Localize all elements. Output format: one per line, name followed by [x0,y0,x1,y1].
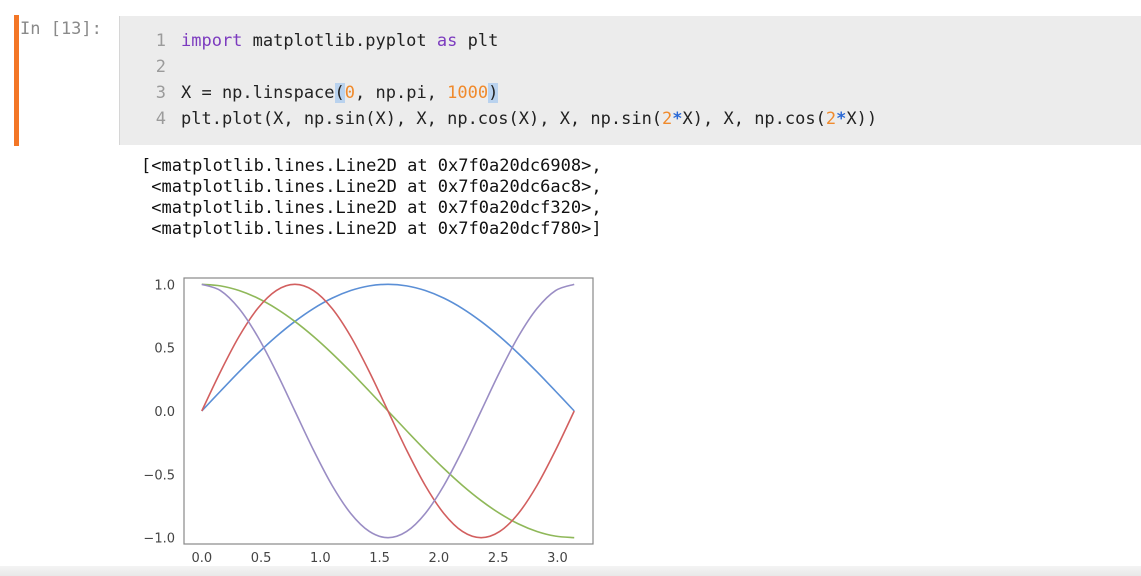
output-line: [<matplotlib.lines.Line2D at 0x7f0a20dc6… [141,156,602,176]
x-tick-label: 2.5 [488,551,509,566]
x-tick-label: 2.0 [429,551,450,566]
y-axis-ticks: 1.0 0.5 0.0 −0.5 −1.0 [143,278,175,546]
y-tick-label: −1.0 [143,532,175,547]
x-tick-label: 0.5 [251,551,272,566]
code-cell[interactable] [14,15,1141,146]
y-tick-label: 1.0 [154,278,175,293]
cell-output-text: [<matplotlib.lines.Line2D at 0x7f0a20dc6… [141,156,602,240]
code-editor[interactable]: 1 2 3 4 import matplotlib.pyplot as plt … [119,16,1141,145]
output-line: <matplotlib.lines.Line2D at 0x7f0a20dcf3… [141,198,602,218]
series-layer [201,283,575,539]
x-tick-label: 1.5 [369,551,390,566]
series-line-1 [201,283,575,412]
line-number: 2 [155,57,166,77]
x-tick-label: 0.0 [191,551,212,566]
bottom-scroll-edge [0,566,1141,576]
series-line-4 [201,283,575,539]
y-tick-label: 0.0 [154,405,175,420]
output-line: <matplotlib.lines.Line2D at 0x7f0a20dcf7… [141,219,602,239]
code-line-4: plt.plot(X, np.sin(X), X, np.cos(X), X, … [181,109,878,129]
series-line-3 [201,283,575,539]
x-tick-label: 3.0 [547,551,568,566]
x-tick-label: 1.0 [310,551,331,566]
code-line-1: import matplotlib.pyplot as plt [181,31,499,51]
line-number: 3 [155,83,166,103]
line-number: 4 [155,109,166,129]
x-axis-ticks: 0.0 0.5 1.0 1.5 2.0 2.5 3.0 [191,551,567,566]
y-tick-label: 0.5 [154,342,175,357]
code-line-3: X = np.linspace(0, np.pi, 1000) [181,83,499,103]
output-line: <matplotlib.lines.Line2D at 0x7f0a20dc6a… [141,177,602,197]
line-number: 1 [155,31,166,51]
input-prompt: In [13]: [20,19,102,39]
y-tick-label: −0.5 [143,468,175,483]
